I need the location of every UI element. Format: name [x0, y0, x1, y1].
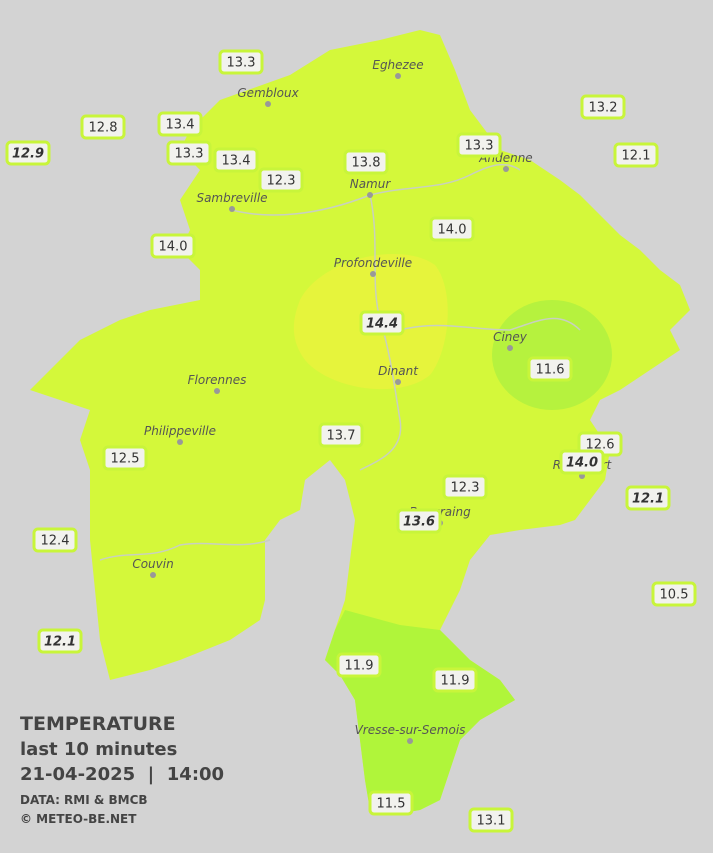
station-value: 13.6	[403, 515, 435, 530]
station-value: 12.1	[44, 635, 76, 650]
station-value: 12.4	[41, 534, 70, 549]
station-box	[651, 581, 697, 607]
station-value: 12.5	[111, 452, 140, 467]
station-value: 13.3	[175, 147, 204, 162]
city-dot	[395, 73, 401, 79]
city-dot	[395, 379, 401, 385]
city-label: Eghezee	[372, 58, 423, 72]
city-dot	[214, 388, 220, 394]
station-value: 13.3	[227, 56, 256, 71]
station-box	[80, 114, 126, 140]
station-box	[359, 310, 405, 336]
station-box	[559, 449, 605, 475]
station-box	[318, 422, 364, 448]
station-box	[396, 508, 442, 534]
station-box	[432, 667, 478, 693]
city-dot	[503, 166, 509, 172]
legend-title: TEMPERATURE	[20, 713, 176, 735]
city-label: Ciney	[493, 330, 528, 344]
station-value: 11.9	[441, 674, 470, 689]
city-label: Sambreville	[196, 191, 267, 205]
station-box	[258, 167, 304, 193]
station-box	[102, 445, 148, 471]
station-box	[343, 149, 389, 175]
city-dot	[407, 738, 413, 744]
station-box	[442, 474, 488, 500]
city-dot	[370, 271, 376, 277]
station-box	[468, 807, 514, 833]
station-value: 12.8	[89, 121, 118, 136]
station-box	[157, 111, 203, 137]
city-dot	[507, 345, 513, 351]
station-value: 13.1	[477, 814, 506, 829]
station-value: 13.2	[589, 101, 618, 116]
station-value: 12.6	[586, 438, 615, 453]
station-box	[37, 628, 83, 654]
city-label: Profondeville	[334, 256, 412, 270]
legend-datetime: 21-04-2025 | 14:00	[20, 764, 224, 785]
legend-source: DATA: RMI & BMCB	[20, 793, 148, 807]
station-value: 12.9	[12, 147, 44, 162]
station-value: 13.7	[327, 429, 356, 444]
station-value: 12.3	[451, 481, 480, 496]
city-dot	[229, 206, 235, 212]
river	[99, 163, 581, 561]
cool-zone	[492, 300, 612, 410]
station-box	[625, 485, 671, 511]
station-value: 12.3	[267, 174, 296, 189]
city-label: Vresse-sur-Semois	[355, 723, 466, 737]
station-box	[368, 790, 414, 816]
station-box	[150, 233, 196, 259]
station-value: 11.9	[345, 659, 374, 674]
city-label: Gembloux	[237, 86, 299, 100]
city-label: Florennes	[188, 373, 247, 387]
station-value: 11.6	[536, 363, 565, 378]
station-value: 12.1	[632, 492, 664, 507]
station-box	[5, 140, 51, 166]
station-value: 13.4	[166, 118, 195, 133]
city-label: Dinant	[378, 364, 419, 378]
station-value: 14.4	[366, 317, 398, 332]
province	[30, 30, 690, 815]
city-dot	[150, 572, 156, 578]
stations: 13.3 12.8 12.9 13.4 13.3 13.4 12.3 13.8 13.3 13.2…	[5, 49, 697, 833]
city-label: Namur	[350, 177, 392, 191]
city-dot	[367, 192, 373, 198]
station-box	[456, 132, 502, 158]
station-value: 13.8	[352, 156, 381, 171]
station-value: 14.0	[438, 223, 467, 238]
legend-copyright: © METEO-BE.NET	[20, 812, 137, 826]
station-box	[613, 142, 659, 168]
station-box	[429, 216, 475, 242]
city-label: Philippeville	[144, 424, 216, 438]
station-value: 12.1	[622, 149, 651, 164]
station-value: 10.5	[660, 588, 689, 603]
station-box	[580, 94, 626, 120]
station-box	[32, 527, 78, 553]
station-value: 13.4	[222, 154, 251, 169]
legend-period: last 10 minutes	[20, 739, 177, 760]
station-box	[527, 356, 573, 382]
station-value: 14.0	[159, 240, 188, 255]
station-box	[336, 652, 382, 678]
city-dot	[177, 439, 183, 445]
station-box	[166, 140, 212, 166]
station-value: 14.0	[566, 456, 598, 471]
station-box	[213, 147, 259, 173]
city-label: Couvin	[132, 557, 173, 571]
city-dot	[265, 101, 271, 107]
station-value: 13.3	[465, 139, 494, 154]
station-box	[218, 49, 264, 75]
station-value: 11.5	[377, 797, 406, 812]
